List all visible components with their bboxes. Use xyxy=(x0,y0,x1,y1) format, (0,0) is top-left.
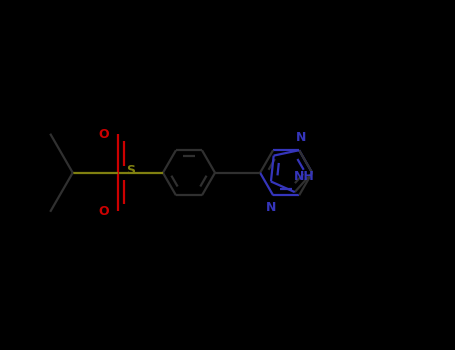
Text: S: S xyxy=(126,164,135,177)
Text: O: O xyxy=(98,205,109,218)
Text: N: N xyxy=(296,131,307,144)
Text: NH: NH xyxy=(293,170,314,183)
Text: O: O xyxy=(98,128,109,141)
Text: N: N xyxy=(266,201,276,215)
